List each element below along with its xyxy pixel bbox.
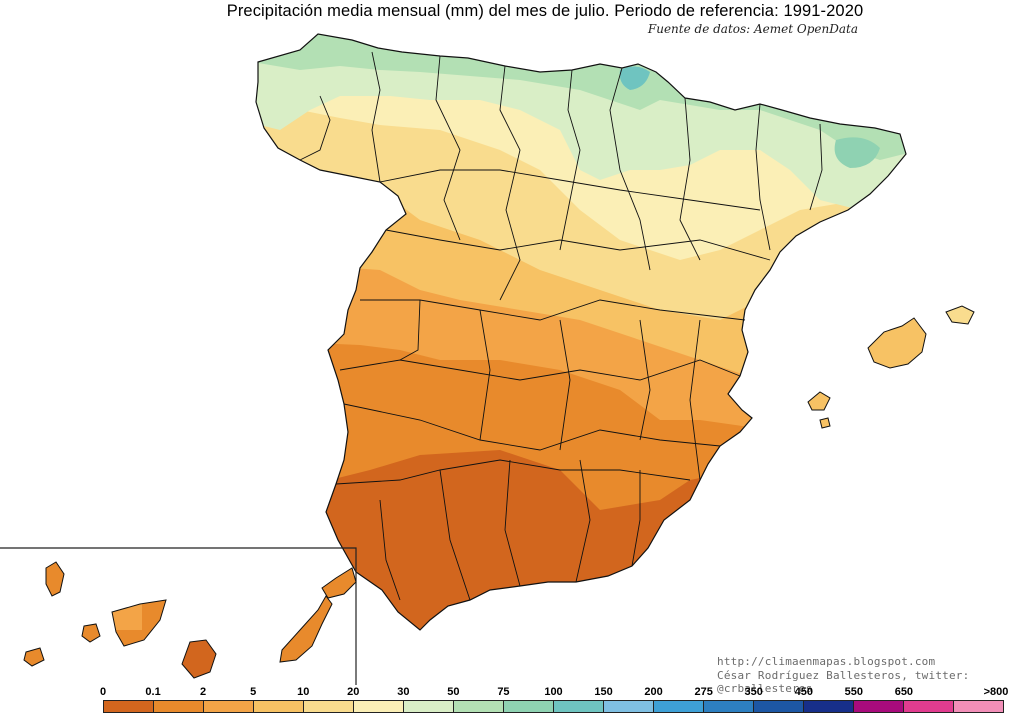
- legend-swatch: [904, 701, 954, 712]
- legend-swatch: [954, 701, 1003, 712]
- legend-tick-label: 150: [594, 686, 613, 698]
- legend-tick-label: 20: [347, 686, 360, 698]
- legend-swatch: [354, 701, 404, 712]
- legend-swatch: [404, 701, 454, 712]
- blog-credit: http://climaenmapas.blogspot.com: [717, 655, 936, 668]
- legend-swatch: [554, 701, 604, 712]
- legend-tick-label: 550: [844, 686, 864, 698]
- legend-tick-label: 650: [894, 686, 914, 698]
- legend-swatch: [754, 701, 804, 712]
- legend-tick-label: 275: [694, 686, 713, 698]
- legend-tick-label: 10: [297, 686, 310, 698]
- legend-swatch: [604, 701, 654, 712]
- legend-tick-label: 30: [397, 686, 410, 698]
- legend-tick-label: 50: [447, 686, 460, 698]
- legend-tick-label: 200: [644, 686, 663, 698]
- legend-swatch: [454, 701, 504, 712]
- legend-tick-label: 0.1: [145, 686, 161, 698]
- legend-swatch: [704, 701, 754, 712]
- color-legend: [103, 700, 1004, 713]
- legend-tick-label: 2: [200, 686, 207, 698]
- legend-tick-labels: 0 0.1 2 5 10 20 30 50 75 100 150 200 275 350 450 550 650…: [0, 686, 1024, 700]
- legend-tick-label: 450: [794, 686, 813, 698]
- legend-swatch: [254, 701, 304, 712]
- legend-tick-label: 0: [99, 686, 107, 698]
- legend-swatch: [154, 701, 204, 712]
- legend-swatch: [854, 701, 904, 712]
- legend-tick-label: >800: [983, 686, 1009, 698]
- data-source-note: Fuente de datos: Aemet OpenData: [647, 22, 858, 36]
- legend-swatch: [204, 701, 254, 712]
- legend-tick-label: 100: [544, 686, 563, 698]
- author-credit: César Rodríguez Ballesteros, twitter: @c…: [717, 669, 970, 695]
- legend-tick-label: 350: [744, 686, 763, 698]
- legend-swatch: [304, 701, 354, 712]
- legend-swatch: [804, 701, 854, 712]
- legend-swatch: [654, 701, 704, 712]
- legend-tick-label: 5: [250, 686, 257, 698]
- legend-swatch: [104, 701, 154, 712]
- legend-tick-label: 75: [497, 686, 510, 698]
- map-title: Precipitación media mensual (mm) del mes…: [226, 2, 864, 20]
- legend-swatch: [504, 701, 554, 712]
- canary-inset-frame: [0, 547, 357, 685]
